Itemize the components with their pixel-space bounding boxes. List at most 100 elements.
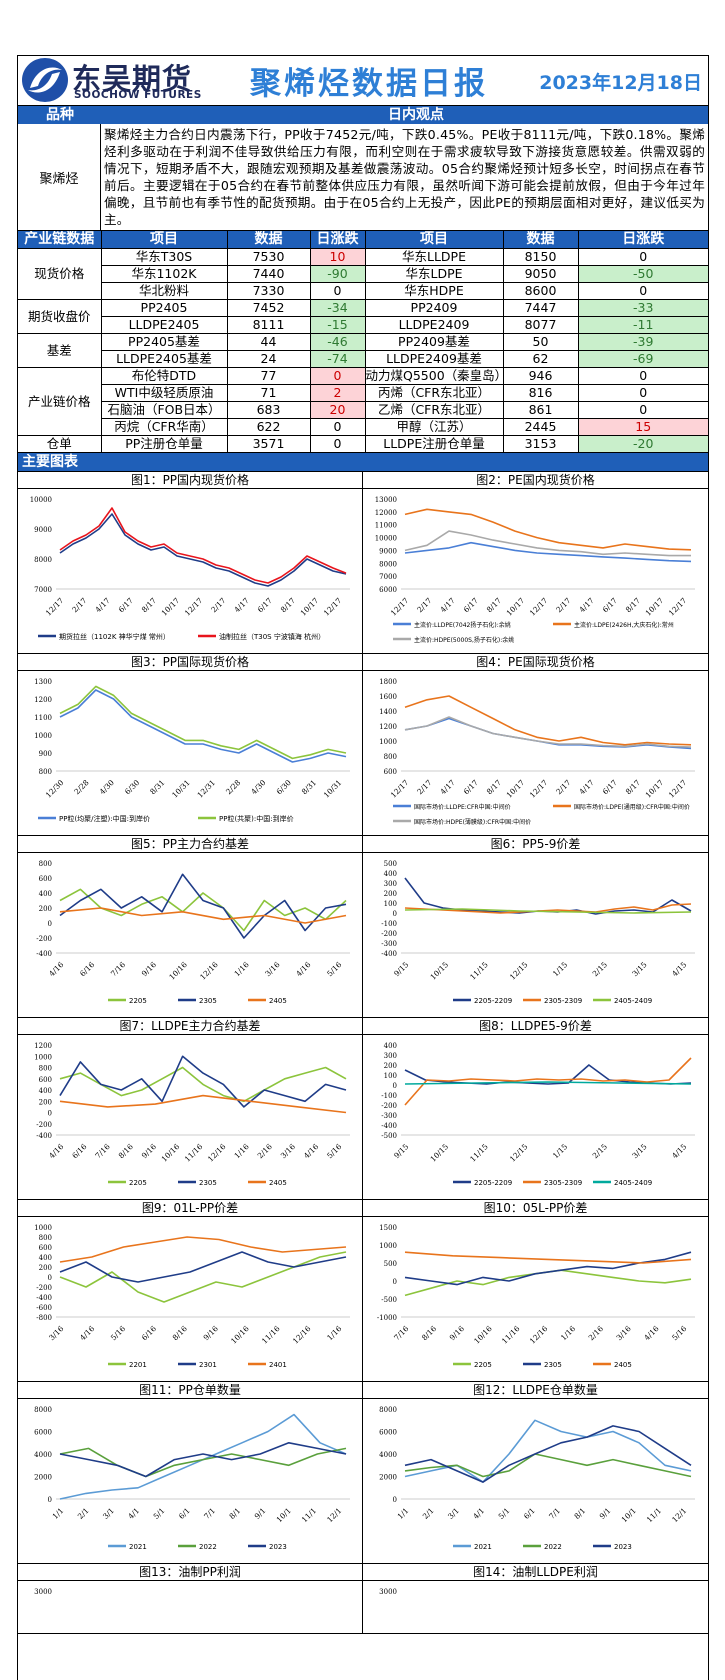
legend-label: 2022 [544, 1543, 562, 1551]
legend-label: 主流价:LDPE(2426H,大庆石化):常州 [574, 621, 674, 629]
x-tick-label: 10/1 [620, 1506, 638, 1524]
group-label: 现货价格 [18, 247, 102, 300]
x-tick-label: 12/31 [195, 778, 217, 800]
series-line [59, 688, 347, 763]
y-tick-label: 600 [39, 1075, 52, 1083]
y-tick-label: 400 [384, 870, 397, 878]
x-tick-label: 8/17 [485, 595, 503, 613]
y-tick-label: -400 [36, 950, 52, 958]
y-tick-label: 200 [39, 1264, 52, 1272]
x-tick-label: 2/28 [224, 777, 242, 795]
cell-change: 0 [309, 434, 366, 453]
cell-item: 甲醇（江苏） [364, 417, 504, 436]
series-line [59, 1250, 347, 1283]
x-tick-label: 3/16 [263, 959, 281, 977]
cell-value: 2445 [502, 417, 579, 436]
cell-value: 7440 [226, 264, 311, 283]
y-tick-label: -500 [381, 1132, 397, 1140]
cell-item: 乙烯（CFR东北亚） [364, 400, 504, 419]
x-tick-label: 11/16 [183, 1141, 205, 1163]
x-tick-label: 10/17 [505, 595, 527, 617]
x-tick-label: 4/17 [438, 595, 456, 613]
report-title: 聚烯烃数据日报 [250, 66, 488, 102]
group-label: 基差 [18, 332, 102, 368]
cell-item: PP2405 [100, 298, 228, 317]
x-tick-label: 3/16 [47, 1323, 65, 1341]
y-tick-label: 4000 [379, 1451, 397, 1459]
y-tick-label: 100 [384, 1072, 397, 1080]
cell-value: 44 [226, 332, 311, 351]
cell-item: LLDPE2409基差 [364, 349, 504, 368]
chart-panel: 图5：PP主力合约基差 800 600 400 200 0 -200 -400 4/16 6/16… [18, 835, 363, 1018]
y-tick-label: 200 [39, 905, 52, 913]
y-tick-label: 200 [39, 1098, 52, 1106]
cell-change: -46 [309, 332, 366, 351]
y-tick-label: 2000 [379, 1473, 397, 1481]
y-tick-label: 1500 [379, 1224, 397, 1232]
table-row: LLDPE2405 8111 -15 LLDPE2409 8077 -11 [18, 315, 708, 334]
x-tick-label: 4/16 [294, 959, 312, 977]
y-tick-label: 1400 [379, 708, 397, 716]
chart-panel: 图2：PE国内现货价格 13000 12000 11000 10000 9000 8000 7… [363, 472, 708, 654]
y-tick-label: 600 [384, 768, 397, 776]
cell-item: WTI中级轻质原油 [101, 383, 228, 402]
x-tick-label: 6/16 [78, 959, 96, 977]
chart-panel: 图1：PP国内现货价格 10000 9000 8000 7000 12/17 2/17 4/1… [18, 471, 363, 654]
x-tick-label: 12/17 [389, 595, 411, 617]
y-tick-label: 10000 [30, 496, 52, 504]
chart-panel: 图4：PE国际现货价格 1800 1600 1400 1200 1000 800 600 12/… [363, 654, 708, 836]
x-tick-label: 10/15 [428, 1141, 450, 1163]
y-tick-label: -400 [381, 950, 397, 958]
series-line [59, 685, 347, 759]
chart-caption: 图13：油制PP利润 [18, 1564, 362, 1581]
report-header: 东吴期货 SOOCHOW FUTURES 聚烯烃数据日报 2023年12月18日 [18, 56, 708, 106]
x-tick-label: 7/16 [109, 959, 127, 977]
y-tick-label: 0 [48, 920, 52, 928]
x-tick-label: 8/31 [300, 778, 318, 796]
chart-panel: 图8：LLDPE5-9价差 400 300 200 100 0 -100 -200 -300 -4… [363, 1018, 708, 1200]
x-tick-label: 6/17 [117, 595, 135, 613]
x-tick-label: 12/17 [667, 595, 689, 617]
legend-label: 2405-2409 [614, 997, 652, 1005]
cell-item: PP2405基差 [100, 332, 228, 351]
cell-change: -15 [309, 315, 366, 334]
series-line [404, 1250, 692, 1285]
x-tick-label: 2/1 [421, 1506, 436, 1521]
chart-caption: 图4：PE国际现货价格 [363, 654, 708, 671]
view-col-opinion: 日内观点 [388, 107, 444, 123]
chart-caption: 图3：PP国际现货价格 [18, 654, 362, 671]
cell-value: 7447 [502, 298, 579, 317]
x-tick-label: 11/15 [468, 959, 490, 981]
x-tick-label: 2/17 [209, 595, 227, 613]
legend-label: 2205 [129, 1179, 147, 1187]
x-tick-label: 6/16 [140, 1323, 158, 1341]
cell-item: 华东LLDPE [364, 247, 504, 266]
chart-panel: 图12：LLDPE仓单数量 8000 6000 4000 2000 0 1/1 2/1 3/1 4… [363, 1382, 708, 1564]
x-tick-label: 6/16 [70, 1141, 88, 1159]
y-tick-label: 2000 [34, 1473, 52, 1481]
y-tick-label: -800 [36, 1314, 52, 1322]
cell-item: 丙烯（CFR东北亚） [364, 383, 504, 402]
cell-change: -33 [577, 298, 708, 317]
x-tick-label: 4/16 [47, 959, 65, 977]
cell-change: -50 [577, 264, 708, 283]
cell-item: 丙烷（CFR华南） [101, 417, 228, 436]
x-tick-label: 12/16 [291, 1323, 313, 1345]
y-tick-label: 0 [393, 1082, 397, 1090]
series-line [59, 872, 347, 939]
x-tick-label: 6/17 [256, 595, 274, 613]
x-tick-label: 10/31 [322, 778, 344, 800]
x-tick-label: 10/16 [160, 1141, 182, 1163]
cell-item: PP2409基差 [364, 332, 504, 351]
series-line [59, 1235, 347, 1263]
legend-label: 油制拉丝（T30S 宁波镇海 杭州） [219, 632, 325, 641]
y-tick-label: 10000 [375, 534, 397, 542]
cell-change: -69 [577, 349, 708, 368]
x-tick-label: 2/16 [256, 1141, 274, 1159]
table-row: WTI中级轻质原油 71 2 丙烯（CFR东北亚） 816 0 [18, 383, 708, 402]
x-tick-label: 11/16 [500, 1323, 522, 1345]
x-tick-label: 8/17 [624, 595, 642, 613]
chart-panel: 图10：05L-PP价差 1500 1000 500 0 -500 -1000 7/16 8/1… [363, 1200, 708, 1382]
x-tick-label: 2/17 [70, 595, 88, 613]
